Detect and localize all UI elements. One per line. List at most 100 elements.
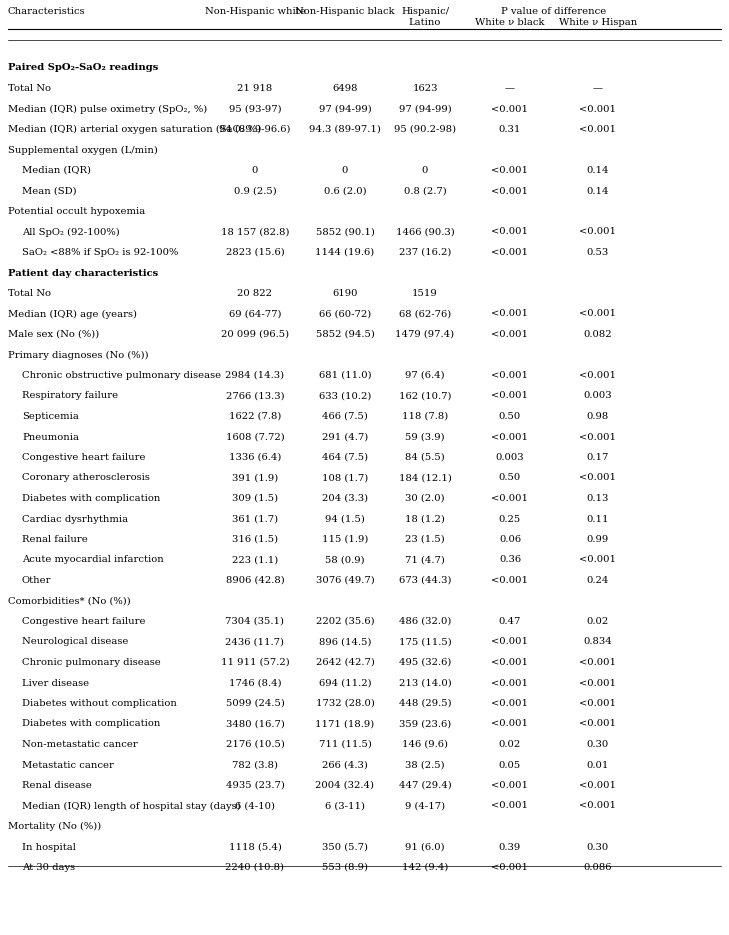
Text: 146 (9.6): 146 (9.6) (402, 740, 448, 749)
Text: Total No: Total No (8, 84, 51, 93)
Text: 115 (1.9): 115 (1.9) (321, 535, 368, 544)
Text: Pneumonia: Pneumonia (22, 433, 79, 441)
Text: 0.50: 0.50 (499, 412, 521, 421)
Text: 30 (2.0): 30 (2.0) (405, 494, 445, 503)
Text: <0.001: <0.001 (580, 658, 617, 667)
Text: Congestive heart failure: Congestive heart failure (22, 453, 146, 462)
Text: Median (IQR): Median (IQR) (22, 166, 91, 175)
Text: 59 (3.9): 59 (3.9) (405, 433, 445, 441)
Text: 184 (12.1): 184 (12.1) (399, 473, 451, 482)
Text: 97 (94-99): 97 (94-99) (399, 105, 451, 113)
Text: <0.001: <0.001 (491, 494, 529, 503)
Text: 6190: 6190 (332, 289, 358, 298)
Text: At 30 days: At 30 days (22, 863, 75, 872)
Text: 66 (60-72): 66 (60-72) (319, 309, 371, 319)
Text: 896 (14.5): 896 (14.5) (319, 638, 371, 646)
Text: 0: 0 (252, 166, 258, 175)
Text: 0.24: 0.24 (587, 576, 609, 585)
Text: 0.834: 0.834 (584, 638, 612, 646)
Text: 2176 (10.5): 2176 (10.5) (225, 740, 284, 749)
Text: Other: Other (22, 576, 52, 585)
Text: 0.98: 0.98 (587, 412, 609, 421)
Text: 3480 (16.7): 3480 (16.7) (225, 720, 284, 728)
Text: <0.001: <0.001 (491, 576, 529, 585)
Text: 0.06: 0.06 (499, 535, 521, 544)
Text: 1466 (90.3): 1466 (90.3) (396, 227, 454, 237)
Text: Patient day characteristics: Patient day characteristics (8, 268, 158, 278)
Text: 91 (6.0): 91 (6.0) (405, 842, 445, 852)
Text: 0.05: 0.05 (499, 760, 521, 770)
Text: <0.001: <0.001 (491, 658, 529, 667)
Text: 1336 (6.4): 1336 (6.4) (229, 453, 281, 462)
Text: 18 (1.2): 18 (1.2) (405, 514, 445, 524)
Text: <0.001: <0.001 (491, 248, 529, 257)
Text: 466 (7.5): 466 (7.5) (322, 412, 368, 421)
Text: 309 (1.5): 309 (1.5) (232, 494, 278, 503)
Text: <0.001: <0.001 (491, 392, 529, 400)
Text: <0.001: <0.001 (580, 679, 617, 687)
Text: 782 (3.8): 782 (3.8) (232, 760, 278, 770)
Text: 0.02: 0.02 (587, 617, 609, 626)
Text: 97 (94-99): 97 (94-99) (319, 105, 371, 113)
Text: 0.39: 0.39 (499, 842, 521, 852)
Text: 0.50: 0.50 (499, 473, 521, 482)
Text: <0.001: <0.001 (491, 227, 529, 237)
Text: 1732 (28.0): 1732 (28.0) (316, 699, 375, 708)
Text: 711 (11.5): 711 (11.5) (319, 740, 372, 749)
Text: 361 (1.7): 361 (1.7) (232, 514, 278, 524)
Text: 2240 (10.8): 2240 (10.8) (225, 863, 284, 872)
Text: Total No: Total No (8, 289, 51, 298)
Text: 1622 (7.8): 1622 (7.8) (229, 412, 281, 421)
Text: 5099 (24.5): 5099 (24.5) (225, 699, 284, 708)
Text: <0.001: <0.001 (491, 105, 529, 113)
Text: 175 (11.5): 175 (11.5) (399, 638, 451, 646)
Text: 0.086: 0.086 (584, 863, 612, 872)
Text: <0.001: <0.001 (491, 166, 529, 175)
Text: 0.13: 0.13 (587, 494, 609, 503)
Text: <0.001: <0.001 (491, 638, 529, 646)
Text: <0.001: <0.001 (580, 105, 617, 113)
Text: <0.001: <0.001 (491, 801, 529, 811)
Text: SaO₂ <88% if SpO₂ is 92-100%: SaO₂ <88% if SpO₂ is 92-100% (22, 248, 179, 257)
Text: 0.53: 0.53 (587, 248, 609, 257)
Text: Coronary atherosclerosis: Coronary atherosclerosis (22, 473, 150, 482)
Text: 0.47: 0.47 (499, 617, 521, 626)
Text: 204 (3.3): 204 (3.3) (322, 494, 368, 503)
Text: 0.99: 0.99 (587, 535, 609, 544)
Text: 71 (4.7): 71 (4.7) (405, 555, 445, 565)
Text: 108 (1.7): 108 (1.7) (322, 473, 368, 482)
Text: 0.11: 0.11 (587, 514, 609, 524)
Text: 391 (1.9): 391 (1.9) (232, 473, 278, 482)
Text: 94 (89.9-96.6): 94 (89.9-96.6) (219, 125, 291, 134)
Text: <0.001: <0.001 (580, 125, 617, 134)
Text: 266 (4.3): 266 (4.3) (322, 760, 368, 770)
Text: Chronic obstructive pulmonary disease: Chronic obstructive pulmonary disease (22, 371, 221, 380)
Text: 0.36: 0.36 (499, 555, 521, 565)
Text: 0.9 (2.5): 0.9 (2.5) (233, 186, 276, 195)
Text: 1171 (18.9): 1171 (18.9) (316, 720, 375, 728)
Text: 38 (2.5): 38 (2.5) (405, 760, 445, 770)
Text: —: — (505, 84, 515, 93)
Text: 0: 0 (422, 166, 428, 175)
Text: Median (IQR) age (years): Median (IQR) age (years) (8, 309, 137, 319)
Text: Primary diagnoses (No (%)): Primary diagnoses (No (%)) (8, 351, 149, 360)
Text: 94 (1.5): 94 (1.5) (325, 514, 365, 524)
Text: <0.001: <0.001 (491, 330, 529, 339)
Text: 0.31: 0.31 (499, 125, 521, 134)
Text: —: — (593, 84, 603, 93)
Text: 2823 (15.6): 2823 (15.6) (225, 248, 284, 257)
Text: <0.001: <0.001 (580, 227, 617, 237)
Text: 0.01: 0.01 (587, 760, 609, 770)
Text: <0.001: <0.001 (580, 433, 617, 441)
Text: White ν Hispan: White ν Hispan (559, 18, 637, 27)
Text: 18 157 (82.8): 18 157 (82.8) (221, 227, 289, 237)
Text: 58 (0.9): 58 (0.9) (325, 555, 364, 565)
Text: 316 (1.5): 316 (1.5) (232, 535, 278, 544)
Text: 3076 (49.7): 3076 (49.7) (316, 576, 375, 585)
Text: 0.25: 0.25 (499, 514, 521, 524)
Text: <0.001: <0.001 (580, 371, 617, 380)
Text: 1623: 1623 (413, 84, 437, 93)
Text: 350 (5.7): 350 (5.7) (322, 842, 368, 852)
Text: 6498: 6498 (332, 84, 358, 93)
Text: 23 (1.5): 23 (1.5) (405, 535, 445, 544)
